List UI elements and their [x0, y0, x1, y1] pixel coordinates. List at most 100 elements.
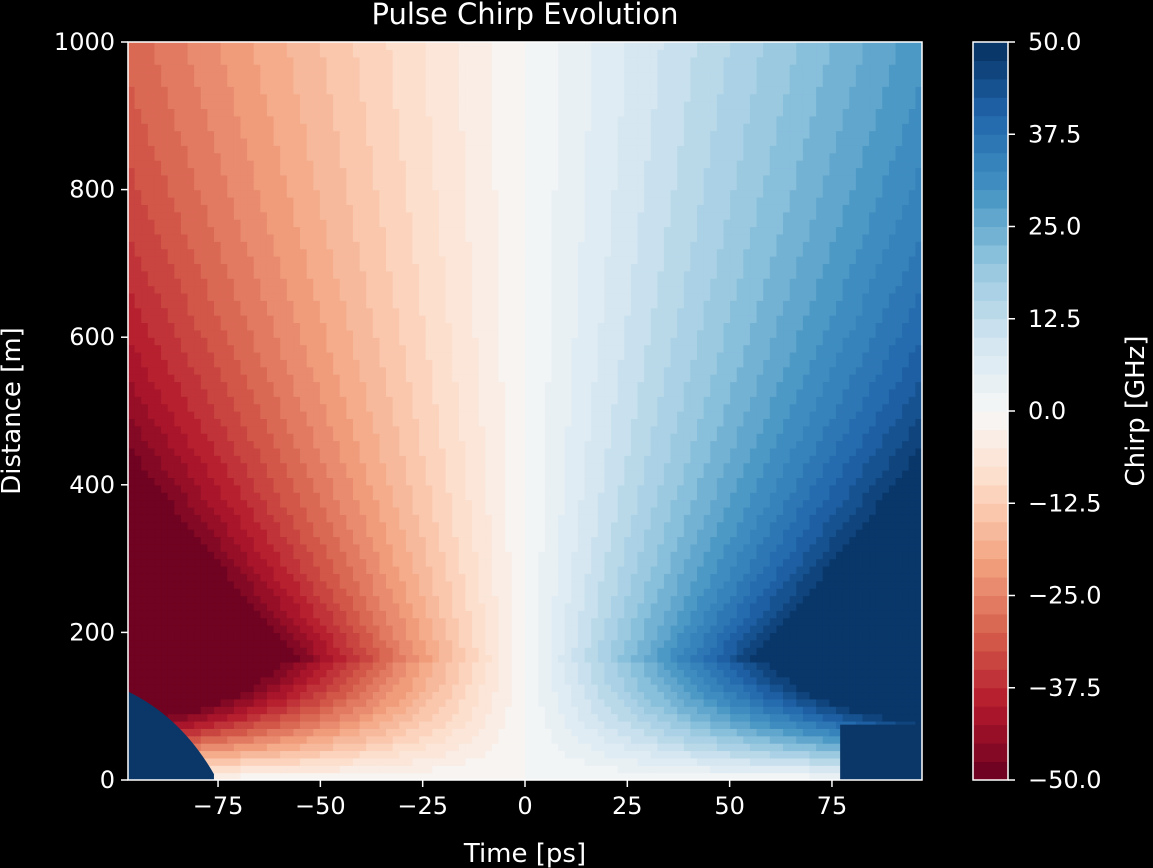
heatmap-cell [749, 647, 758, 656]
heatmap-cell [207, 757, 215, 766]
heatmap-cell [789, 558, 797, 567]
heatmap-cell [525, 684, 533, 693]
heatmap-cell [214, 551, 222, 560]
heatmap-cell [266, 743, 275, 752]
heatmap-cell [763, 706, 771, 715]
heatmap-cell [855, 484, 864, 493]
heatmap-cell [690, 551, 698, 560]
heatmap-cell [346, 602, 354, 611]
heatmap-cell [154, 543, 162, 552]
heatmap-cell [525, 757, 533, 766]
heatmap-cell [577, 720, 586, 729]
heatmap-cell [591, 580, 599, 589]
heatmap-cell [392, 470, 400, 479]
heatmap-cell [445, 536, 453, 545]
heatmap-cell [154, 551, 162, 560]
heatmap-cell [604, 691, 612, 700]
heatmap-cell [485, 499, 493, 508]
heatmap-cell [240, 595, 248, 604]
heatmap-cell [842, 551, 850, 560]
heatmap-cell [544, 743, 553, 752]
heatmap-cell [333, 757, 341, 766]
heatmap-cell [617, 477, 625, 486]
heatmap-cell [776, 639, 784, 648]
heatmap-cell [339, 676, 347, 685]
heatmap-cell [571, 698, 579, 707]
heatmap-cell [802, 521, 811, 530]
heatmap-cell [326, 647, 334, 656]
heatmap-cell [386, 639, 394, 648]
heatmap-cell [902, 691, 910, 700]
heatmap-cell [491, 720, 500, 729]
heatmap-cell [763, 573, 771, 582]
heatmap-cell [273, 661, 281, 670]
heatmap-cell [399, 617, 407, 626]
heatmap-cell [749, 676, 758, 685]
heatmap-cell [333, 580, 341, 589]
heatmap-cell [339, 514, 347, 523]
heatmap-cell [319, 632, 328, 641]
heatmap-cell [432, 684, 440, 693]
heatmap-cell [730, 551, 738, 560]
heatmap-cell [630, 529, 639, 538]
heatmap-cell [485, 558, 493, 567]
heatmap-cell [544, 617, 553, 626]
heatmap-cell [399, 661, 407, 670]
heatmap-cell [405, 521, 414, 530]
heatmap-cell [306, 470, 314, 479]
heatmap-cell [749, 757, 758, 766]
heatmap-cell [458, 735, 467, 744]
heatmap-cell [319, 506, 328, 515]
heatmap-cell [194, 484, 202, 493]
heatmap-cell [888, 506, 897, 515]
heatmap-cell [432, 610, 440, 619]
heatmap-cell [763, 676, 771, 685]
heatmap-cell [273, 617, 281, 626]
heatmap-cell [551, 536, 559, 545]
heatmap-cell [769, 595, 778, 604]
heatmap-cell [339, 543, 347, 552]
heatmap-cell [386, 499, 394, 508]
heatmap-cell [525, 669, 533, 678]
heatmap-cell [286, 728, 295, 737]
heatmap-cell [147, 661, 156, 670]
heatmap-cell [564, 580, 572, 589]
heatmap-cell [458, 477, 467, 486]
heatmap-cell [690, 743, 698, 752]
heatmap-cell [683, 735, 692, 744]
heatmap-cell [352, 595, 361, 604]
heatmap-cell [518, 514, 526, 523]
heatmap-cell [266, 565, 275, 574]
heatmap-cell [372, 514, 381, 523]
heatmap-cell [564, 691, 572, 700]
heatmap-cell [352, 639, 361, 648]
heatmap-cell [670, 757, 678, 766]
heatmap-cell [247, 602, 255, 611]
heatmap-cell [670, 499, 678, 508]
heatmap-cell [498, 558, 506, 567]
heatmap-cell [736, 529, 744, 538]
heatmap-cell [670, 573, 678, 582]
heatmap-cell [842, 514, 850, 523]
heatmap-cell [756, 750, 764, 759]
heatmap-cell [366, 772, 374, 780]
heatmap-cell [419, 750, 427, 759]
heatmap-cell [286, 470, 295, 479]
heatmap-cell [319, 492, 328, 501]
heatmap-cell [458, 698, 467, 707]
heatmap-cell [306, 484, 314, 493]
heatmap-cell [392, 492, 400, 501]
heatmap-cell [869, 602, 877, 611]
heatmap-cell [703, 706, 711, 715]
heatmap-cell [571, 684, 579, 693]
heatmap-cell [657, 743, 665, 752]
heatmap-cell [379, 617, 387, 626]
heatmap-cell [888, 477, 897, 486]
heatmap-cell [253, 691, 261, 700]
heatmap-cell [293, 728, 301, 737]
heatmap-cell [783, 506, 791, 515]
heatmap-cell [908, 684, 916, 693]
heatmap-cell [802, 477, 811, 486]
heatmap-cell [214, 565, 222, 574]
heatmap-cell [630, 625, 639, 633]
